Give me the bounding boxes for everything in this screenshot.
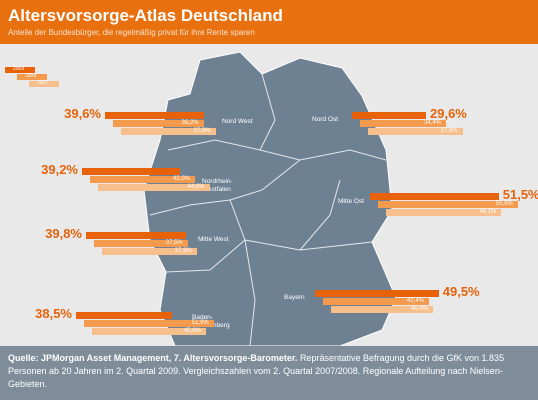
value-label: 44,6% (187, 184, 205, 190)
value-label: 37,5% (165, 240, 183, 246)
legend-label: 2009 (13, 66, 25, 72)
value-label: 39,8% (45, 226, 82, 241)
bar (113, 120, 204, 127)
value-label: 51,5% (502, 187, 538, 202)
value-label: 39,2% (41, 162, 78, 177)
value-label: 29,6% (430, 106, 467, 121)
value-label: 37,9% (174, 248, 192, 254)
bar (378, 201, 518, 208)
legend-label: 2007 (37, 80, 49, 86)
region-label: Mitte West (198, 236, 229, 243)
header-band (0, 0, 538, 44)
legend-swatch (17, 74, 47, 80)
legend-swatch (5, 67, 35, 73)
legend-label: 2008 (25, 73, 37, 79)
bar (386, 209, 502, 216)
value-label: 45,6% (184, 328, 202, 334)
bar (368, 128, 463, 135)
bar (323, 298, 429, 305)
value-label: 37,8% (440, 128, 458, 134)
value-label: 42,4% (407, 298, 425, 304)
bar (94, 240, 188, 247)
value-label: 42,0% (173, 176, 191, 182)
value-label: 49,5% (442, 284, 480, 299)
region-label: Mitte Ost (338, 198, 365, 205)
value-label: 46,1% (479, 209, 497, 215)
bar (370, 193, 499, 200)
chart-subtitle: Anteile der Bundesbürger, die regelmäßig… (8, 28, 255, 37)
source: Quelle: JPMorgan Asset Management, 7. Al… (8, 352, 532, 391)
footer-band (0, 346, 538, 400)
bar (98, 184, 210, 191)
chart-title: Altersvorsorge-Atlas Deutschland (8, 6, 283, 25)
region-label: Bayern (284, 294, 305, 301)
source-title: Quelle: JPMorgan Asset Management, 7. Al… (8, 353, 298, 363)
bar (90, 176, 195, 183)
source-text: Repräsentative Befragung durch die GfK v… (8, 353, 505, 389)
bar (315, 290, 439, 297)
value-label: 36,2% (181, 120, 199, 126)
value-label: 34,4% (424, 120, 442, 126)
value-label: 38,5% (35, 306, 72, 321)
bar (76, 312, 173, 319)
region-label: Nord Ost (312, 116, 339, 123)
bar (86, 232, 186, 239)
bar (360, 120, 446, 127)
bar (352, 112, 426, 119)
bar (102, 248, 197, 255)
bar (84, 320, 214, 327)
value-label: 37,8% (193, 128, 211, 134)
bar (121, 128, 216, 135)
region-label: Nord West (222, 118, 253, 125)
legend-swatch (29, 81, 59, 87)
value-label: 40,9% (411, 306, 429, 312)
bar (331, 306, 434, 313)
bar (92, 328, 206, 335)
bar (105, 112, 204, 119)
value-label: 51,9% (191, 320, 209, 326)
value-label: 55,9% (495, 201, 513, 207)
value-label: 39,6% (64, 106, 101, 121)
bar (82, 168, 180, 175)
region-label: Nordrhein- Westfalen (202, 178, 233, 193)
